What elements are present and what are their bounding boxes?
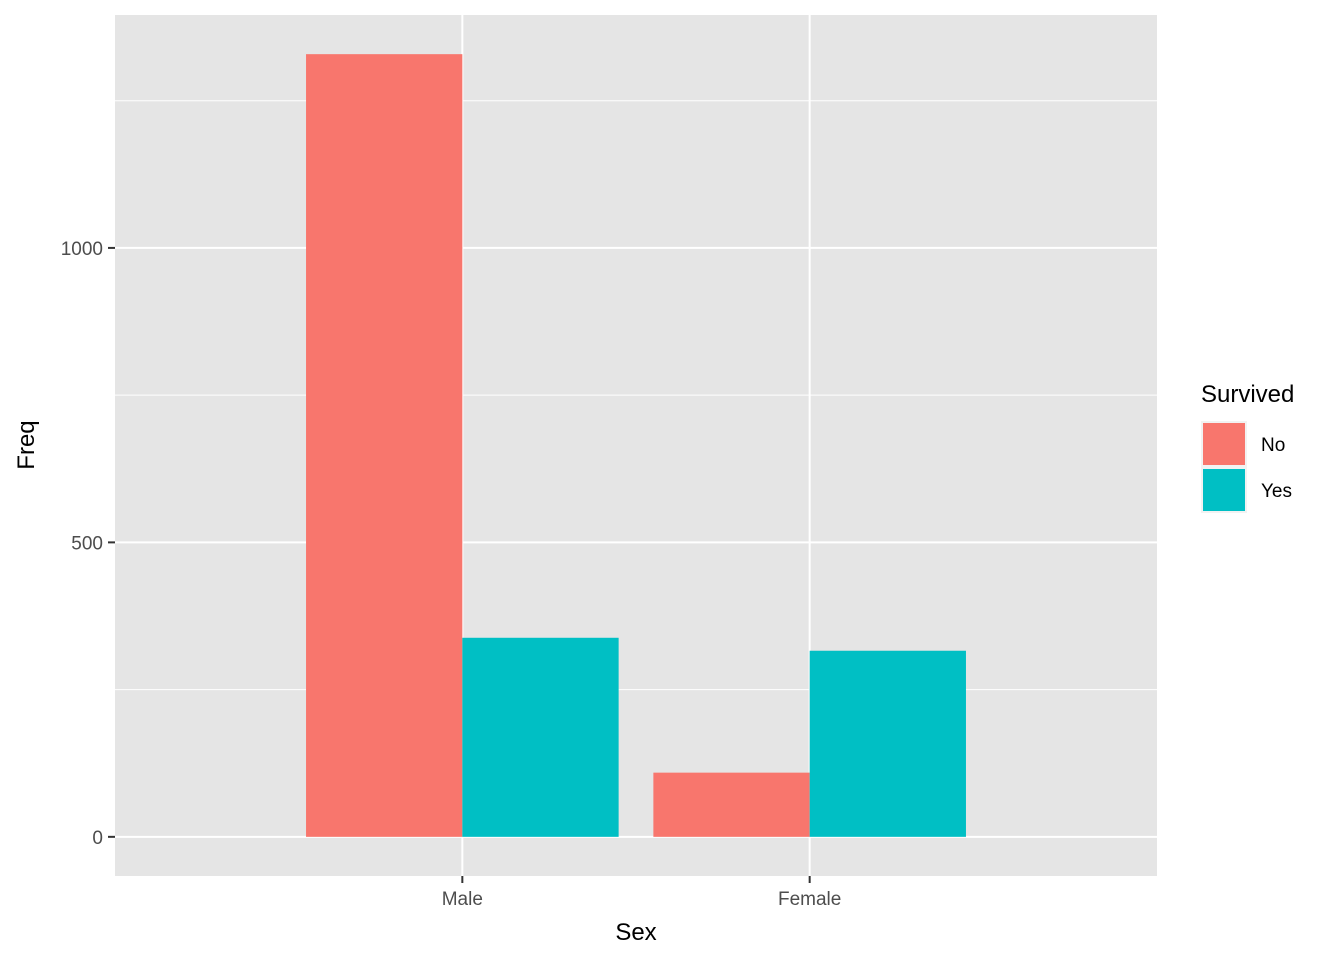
legend-swatch-yes (1203, 469, 1245, 511)
bars-layer (306, 54, 966, 837)
bar-male-no (306, 54, 463, 837)
legend-label-yes: Yes (1261, 481, 1292, 502)
bar-female-yes (809, 650, 966, 837)
x-axis-title: Sex (615, 919, 656, 946)
x-tick-label: Male (442, 889, 483, 910)
axes-layer: 0 500 1000 Male Female (61, 239, 842, 910)
grid-layer (115, 15, 1157, 876)
legend: Survived No Yes (1201, 381, 1294, 513)
legend-swatch-no (1203, 423, 1245, 465)
x-tick-label: Female (778, 889, 841, 910)
y-tick-label: 1000 (61, 239, 103, 260)
legend-label-no: No (1261, 435, 1285, 456)
y-axis-title: Freq (13, 420, 40, 469)
bar-female-no (653, 772, 810, 837)
bar-male-yes (462, 637, 619, 837)
plot-panel (115, 15, 1157, 876)
legend-title: Survived (1201, 381, 1294, 408)
y-tick-label: 0 (92, 828, 103, 849)
y-tick-label: 500 (71, 533, 103, 554)
